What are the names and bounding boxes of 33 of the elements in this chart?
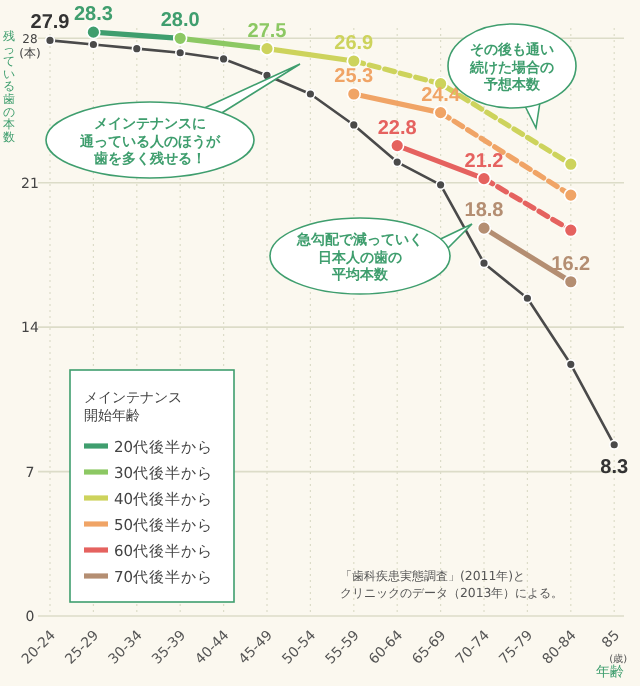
data-label: 22.8 [377,117,418,140]
data-label: 24.4 [421,84,461,107]
point [563,274,578,289]
data-label: 27.5 [247,20,288,43]
point [609,439,620,450]
data-label: 25.3 [334,66,375,89]
data-label: 21.2 [464,150,505,173]
point [88,39,99,50]
data-label: 27.9 [30,12,71,35]
data-label: 18.8 [464,200,505,223]
point [86,24,101,40]
point [305,88,316,100]
point [478,258,490,269]
point [522,293,533,304]
point [565,359,576,370]
point [346,86,361,102]
point [392,156,403,168]
point [563,222,578,238]
point [435,179,446,190]
point [131,43,142,54]
point [348,119,359,131]
point [563,187,578,203]
data-label: 26.9 [334,33,375,56]
point [563,156,578,172]
point [476,220,492,236]
point [390,138,405,153]
data-label: 16.2 [551,253,592,276]
data-label: 28.0 [160,10,201,33]
data-label: 28.3 [73,4,114,27]
data-label: 8.3 [600,456,629,479]
point [175,47,186,58]
point [44,35,56,46]
point [218,53,229,65]
